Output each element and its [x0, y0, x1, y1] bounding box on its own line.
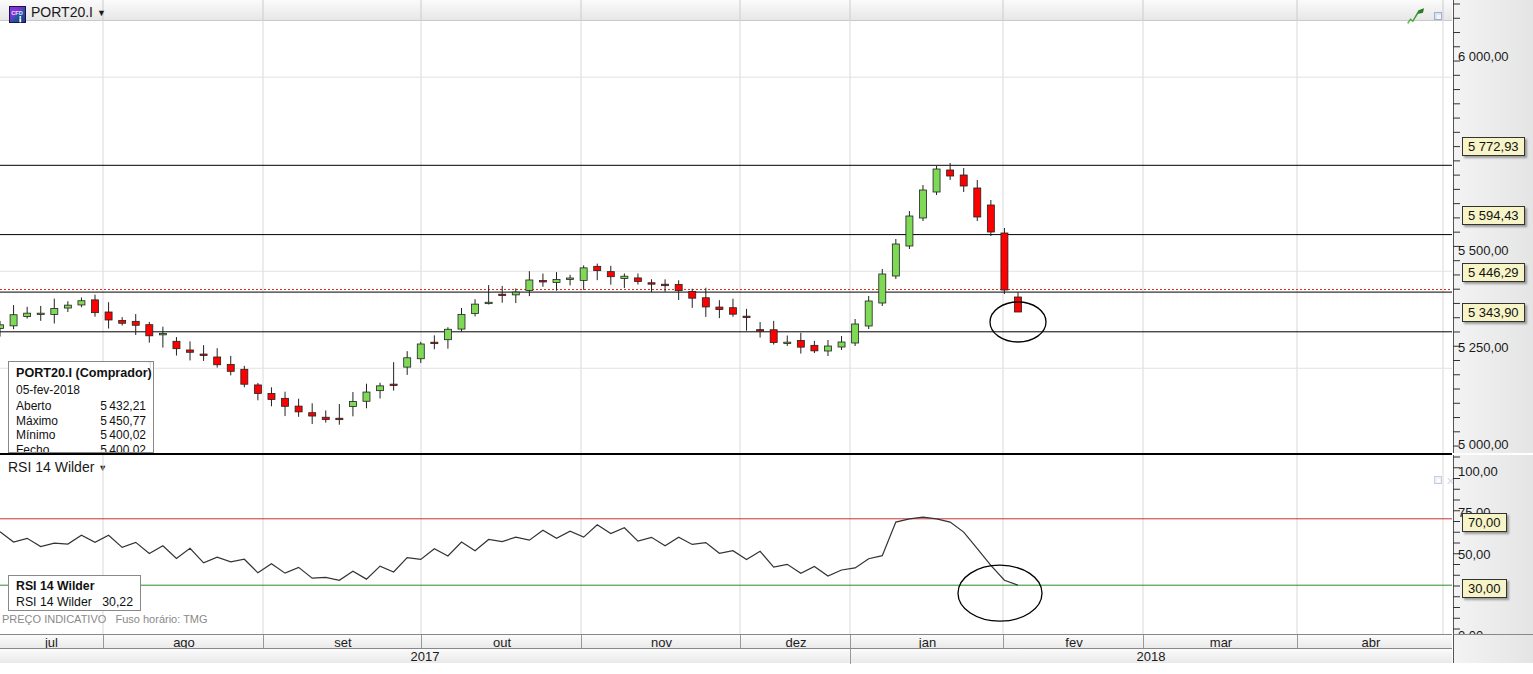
- svg-text:CFD: CFD: [11, 10, 22, 16]
